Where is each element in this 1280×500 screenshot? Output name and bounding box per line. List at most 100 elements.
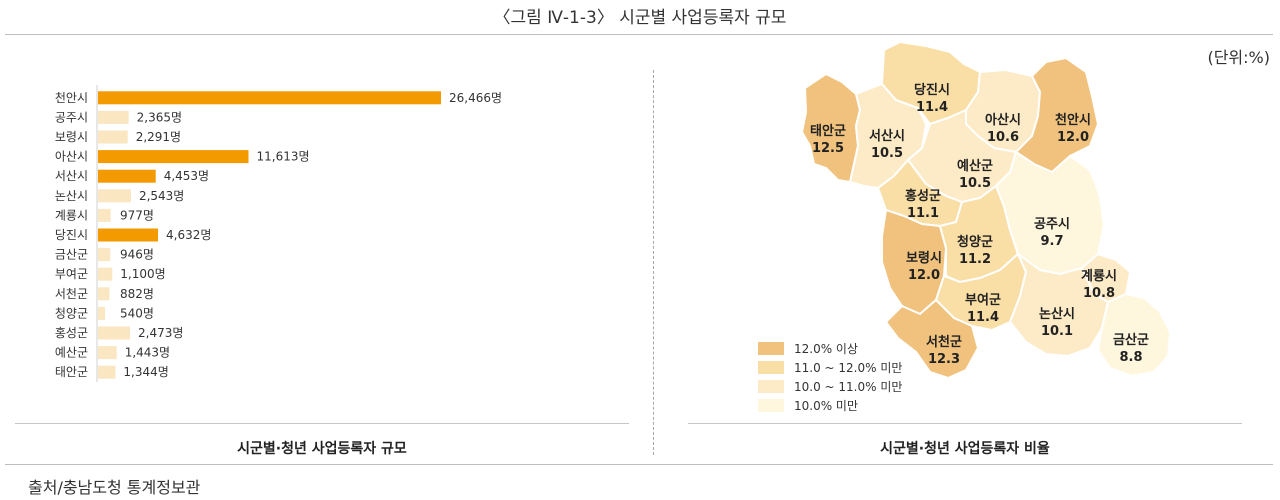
bar-13 [98,326,131,340]
legend-swatch [758,361,784,374]
legend-label: 11.0 ~ 12.0% 미만 [794,361,903,375]
region-value-label: 11.2 [959,252,991,267]
legend-item: 12.0% 이상 [758,339,902,358]
bar-value-label: 4,632명 [166,228,211,242]
region-value-label: 10.5 [871,146,903,161]
region-value-label: 12.5 [812,141,844,156]
region-map: 태안군 12.5 서산시 10.5 당진시 11.4 아산시 10.6 천안시 12.0 예산군 10… [800,40,1172,380]
bar-value-label: 977명 [120,208,154,222]
region-value-label: 10.6 [987,130,1019,145]
bar-11 [98,287,110,301]
legend-label: 10.0% 미만 [794,399,859,413]
bar-category-label: 아산시 [55,150,88,164]
region-name-label: 서산시 [869,128,905,144]
region-value-label: 8.8 [1119,350,1142,365]
region-name-label: 당진시 [914,82,950,98]
panel-divider [653,70,654,455]
legend-item: 10.0 ~ 11.0% 미만 [758,377,902,396]
bar-value-label: 882명 [120,287,154,301]
bar-4 [98,150,249,164]
unit-label: (단위:%) [1207,48,1270,67]
region-name-label: 금산군 [1113,332,1149,348]
bar-value-label: 540명 [120,306,154,320]
bar-category-label: 서천군 [55,286,88,301]
legend-swatch [758,342,784,355]
region-value-label: 11.4 [967,310,999,325]
region-value-label: 10.5 [959,176,991,191]
bar-15 [98,365,116,379]
region-shape-gongju [994,150,1106,276]
bar-5 [98,169,156,183]
bar-1 [98,91,441,105]
bar-category-label: 태안군 [55,365,88,379]
region-name-label: 논산시 [1039,306,1075,322]
region-value-label: 10.8 [1083,286,1115,301]
bottom-rule [5,464,1273,465]
bar-7 [98,208,111,222]
legend-item: 10.0% 미만 [758,396,902,415]
region-value-label: 11.1 [907,206,939,221]
legend-item: 11.0 ~ 12.0% 미만 [758,358,902,377]
map-legend: 12.0% 이상 11.0 ~ 12.0% 미만 10.0 ~ 11.0% 미만 10… [758,339,902,415]
region-value-label: 9.7 [1040,234,1063,249]
bar-3 [98,130,128,144]
figure-title: 〈그림 Ⅳ-1-3〉 시군별 사업등록자 규모 [493,8,787,28]
bar-category-label: 천안시 [55,90,88,105]
region-name-label: 서천군 [926,335,962,350]
bar-category-label: 홍성군 [55,326,88,340]
bar-category-label: 보령시 [55,130,88,144]
bar-value-label: 1,100명 [120,267,165,281]
bar-value-label: 4,453명 [164,169,209,183]
bar-category-label: 당진시 [55,228,88,242]
region-name-label: 공주시 [1034,217,1070,232]
region-name-label: 천안시 [1055,112,1091,128]
legend-label: 10.0 ~ 11.0% 미만 [794,380,903,394]
bar-value-label: 946명 [120,248,154,262]
bar-category-label: 청양군 [55,306,88,320]
region-name-label: 예산군 [957,158,993,174]
region-value-label: 12.3 [928,352,960,367]
bar-category-label: 계룡시 [55,208,88,222]
bar-category-label: 부여군 [55,267,88,281]
bar-2 [98,110,129,124]
bar-value-label: 11,613명 [257,150,310,164]
region-name-label: 청양군 [957,234,993,250]
region-name-label: 태안군 [810,123,846,139]
region-name-label: 계룡시 [1081,269,1117,284]
region-name-label: 홍성군 [905,188,941,204]
bar-chart-caption: 시군별·청년 사업등록자 규모 [237,441,407,457]
bar-category-label: 서산시 [55,169,88,183]
region-name-label: 보령시 [906,251,942,266]
bar-category-label: 논산시 [55,189,88,203]
bar-value-label: 2,543명 [139,189,184,203]
bar-12 [98,306,105,320]
map-caption: 시군별·청년 사업등록자 비율 [880,441,1050,457]
bar-value-label: 1,443명 [125,346,170,360]
source-note: 출처/충남도청 통계정보관 [28,478,201,497]
legend-label: 12.0% 이상 [794,342,859,356]
bar-value-label: 1,344명 [123,365,168,379]
region-name-label: 부여군 [965,292,1001,308]
bar-category-label: 공주시 [55,110,88,124]
bar-category-label: 예산군 [55,346,88,360]
bar-value-label: 26,466명 [449,91,502,105]
region-value-label: 12.0 [1057,130,1089,145]
region-value-label: 12.0 [908,268,940,283]
region-shape-seocheon [884,298,980,380]
region-shape-geumsan [1096,292,1172,378]
region-value-label: 10.1 [1041,324,1073,339]
bar-category-label: 금산군 [55,248,88,262]
bar-value-label: 2,291명 [136,130,181,144]
map-caption-rule [688,423,1242,424]
legend-swatch [758,399,784,412]
bar-value-label: 2,473명 [138,326,183,340]
region-shape-nonsan [1008,250,1110,358]
bar-10 [98,267,113,281]
legend-swatch [758,380,784,393]
bar-8 [98,228,159,242]
bar-6 [98,189,131,203]
bar-value-label: 2,365명 [137,110,182,124]
bar-9 [98,248,111,262]
bar-caption-rule [15,423,629,424]
